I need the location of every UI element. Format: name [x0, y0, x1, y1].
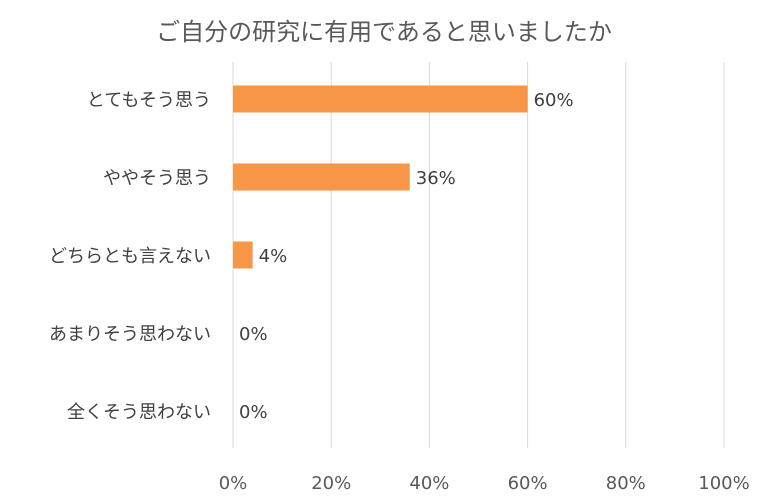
x-tick-labels: 0% 20% 40% 60% 80% 100% — [219, 473, 750, 494]
data-label: 0% — [239, 402, 268, 423]
x-tick-label: 0% — [219, 473, 248, 494]
bar — [233, 241, 253, 269]
chart-title: ご自分の研究に有用であると思いましたか — [156, 18, 612, 46]
bar — [233, 163, 410, 191]
data-label: 4% — [259, 246, 288, 267]
category-label: あまりそう思わない — [49, 324, 211, 345]
category-label: どちらとも言えない — [49, 246, 211, 267]
bar — [233, 85, 528, 113]
bars — [233, 85, 528, 269]
x-tick-label: 20% — [311, 473, 351, 494]
category-label: ややそう思う — [103, 168, 211, 189]
x-tick-label: 40% — [409, 473, 449, 494]
data-label: 0% — [239, 324, 268, 345]
gridlines — [232, 62, 725, 448]
data-labels: 60% 36% 4% 0% 0% — [239, 90, 574, 423]
category-label: とてもそう思う — [87, 90, 211, 111]
x-tick-label: 60% — [508, 473, 548, 494]
x-tick-label: 100% — [698, 473, 749, 494]
x-tick-label: 80% — [606, 473, 646, 494]
category-label: 全くそう思わない — [67, 402, 211, 423]
data-label: 60% — [534, 90, 574, 111]
data-label: 36% — [416, 168, 456, 189]
